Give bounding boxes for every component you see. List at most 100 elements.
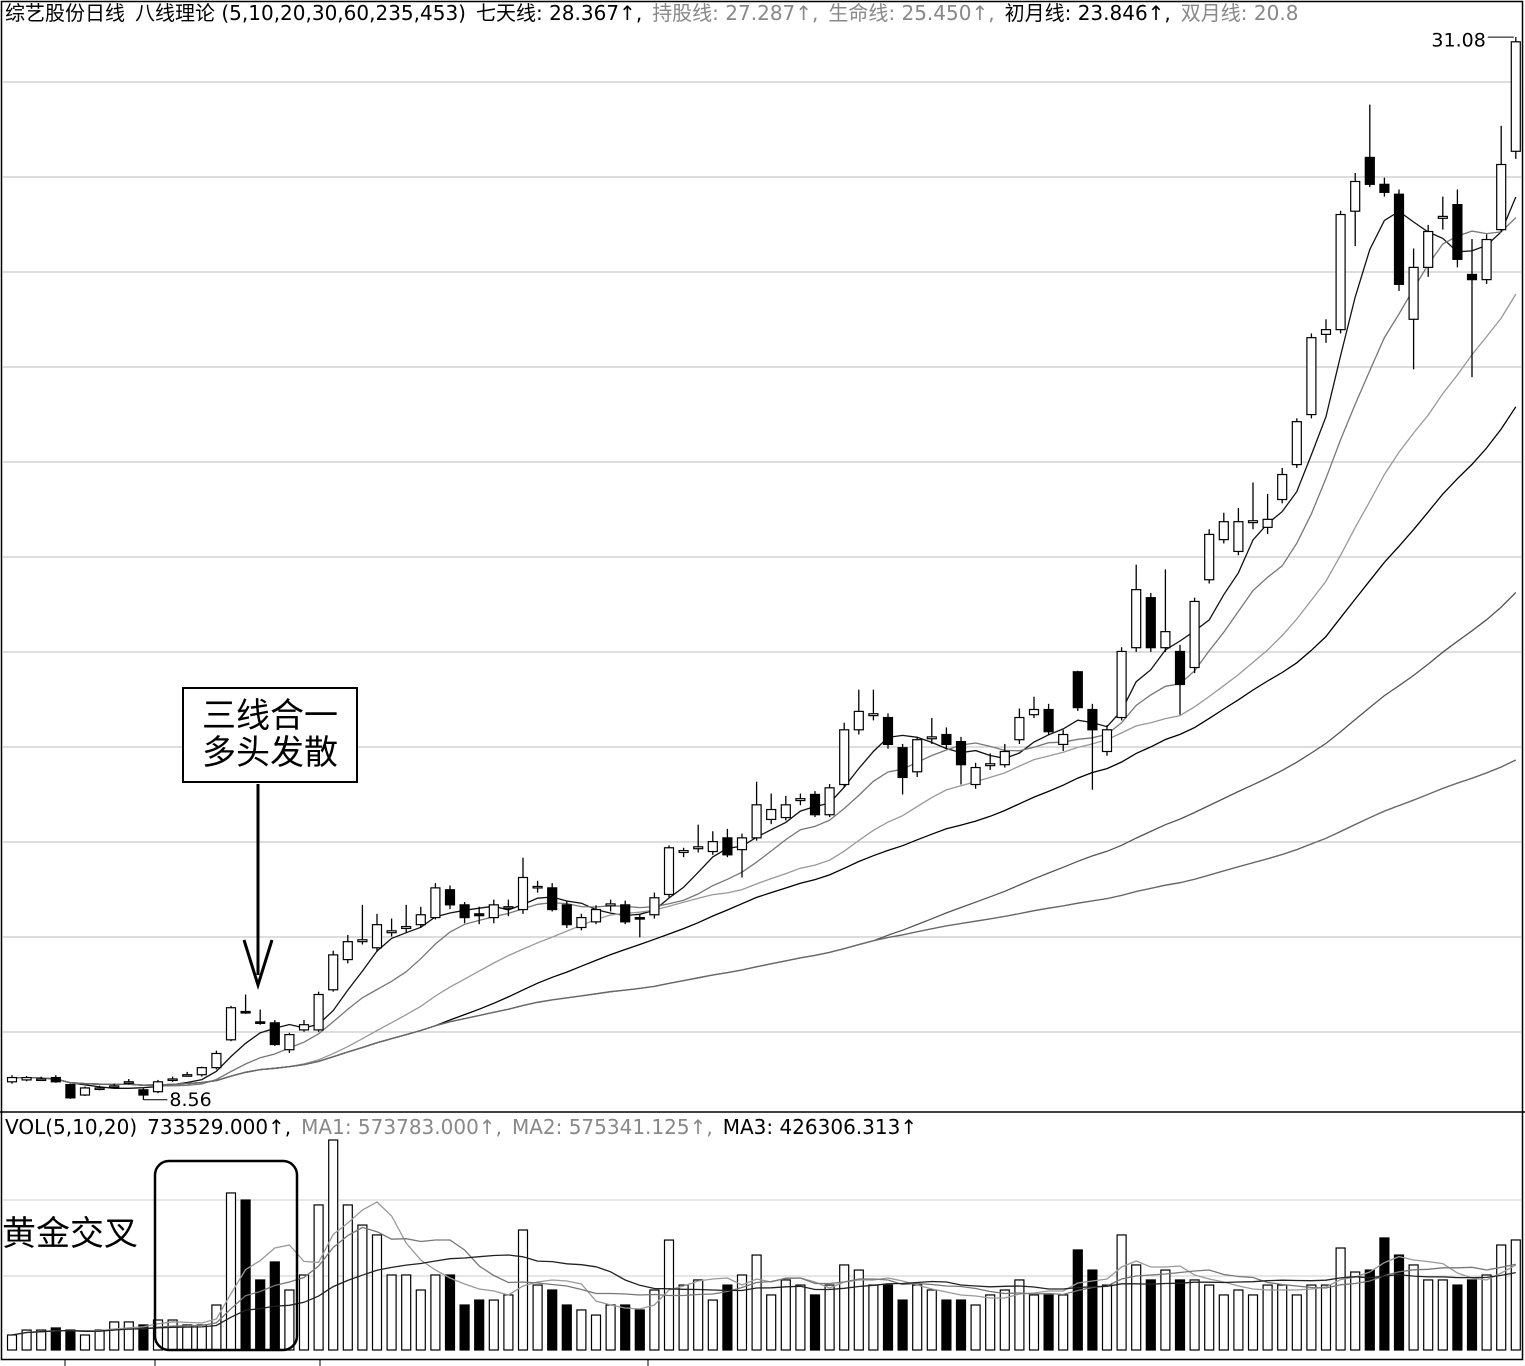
volume-bar [1101,1284,1113,1351]
volume-bar [1423,1279,1434,1351]
candle-body [1291,421,1302,466]
candle-body [415,914,426,926]
candle-body [1350,180,1361,212]
volume-bar [415,1289,426,1351]
volume-bar [561,1304,572,1351]
candle-body [795,798,806,802]
indicator-label: 733529.000↑, [147,1115,291,1139]
volume-bar [109,1321,120,1351]
volume-bar [955,1299,967,1351]
volume-bar [751,1254,762,1351]
volume-bar [824,1284,835,1351]
candle-body [284,1034,295,1051]
volume-title: VOL(5,10,20) [5,1115,137,1139]
volume-bar [1131,1264,1142,1351]
volume-bar [79,1334,91,1351]
volume-bar [1393,1254,1405,1351]
plot: 31.08 8.56 [6,30,1521,1351]
ma-line [11,1226,1516,1336]
highlight-box [153,1159,299,1352]
candle-body [6,1076,18,1083]
annotation: 多头发散 [202,733,338,773]
volume-bar [517,1229,529,1351]
volume-bar [313,1204,324,1351]
candle-body [1014,716,1025,741]
candle-body [94,1087,105,1091]
candle-body [255,1021,266,1024]
candle-body [1481,238,1492,281]
candle-body [985,763,996,767]
volume-bar [1014,1279,1025,1351]
arrow-head [242,939,274,991]
candle-body [1116,650,1127,719]
volume-bar [1247,1294,1259,1351]
volume-bar [386,1274,397,1351]
candle-body [459,904,470,919]
candle-body [1028,708,1040,716]
volume-bar [1262,1284,1273,1351]
candle-body [693,846,704,850]
candle-body [152,1081,164,1093]
candle-body [941,733,952,746]
volume-bar [430,1274,441,1351]
candle-body [926,736,937,740]
volume-bar [1320,1284,1332,1351]
ma-line [12,759,1517,1086]
volume-bar [941,1299,952,1351]
candle-body [1247,520,1259,524]
volume-bar [488,1299,499,1351]
candle-body [1466,273,1478,281]
candle-body [430,887,441,919]
candle-body [371,924,383,949]
volume-bar [284,1289,295,1351]
candle-body [1218,521,1229,541]
volume-bar [196,1324,207,1351]
volume-bar [795,1284,806,1351]
candle-body [79,1087,91,1096]
candle-body [167,1078,178,1082]
volume-bar [1379,1237,1390,1351]
volume-bar [474,1299,485,1351]
volume-bar [1408,1264,1419,1351]
volume-bar [152,1319,164,1351]
candle-body [1408,266,1419,320]
volume-bar [1145,1279,1156,1351]
candle-body [313,993,324,1031]
candle-body [182,1074,193,1077]
volume-bar [138,1324,149,1351]
volume-bar [357,1224,368,1351]
volume-bar [211,1304,222,1351]
volume-bar [6,1334,18,1351]
candle-body [138,1089,149,1096]
volume-bar [1510,1239,1521,1351]
volume-bar [766,1294,777,1351]
volume-bar [182,1324,193,1351]
volume-bar [21,1329,32,1351]
volume-bar [1437,1279,1448,1351]
candle-body [824,787,835,816]
candle-body [912,739,923,773]
candle-body [1306,337,1317,416]
candle-body [1393,193,1405,285]
candle-body [240,1010,251,1014]
candle-body [36,1078,47,1082]
volume-bar [707,1299,718,1351]
candle-body [1131,589,1142,649]
volume-bar [342,1204,353,1351]
candle-body [853,710,864,731]
volume-bar [1350,1271,1361,1351]
volume-bar [36,1329,47,1351]
volume-header: VOL(5,10,20) 733529.000↑, MA1: 573783.000↑… [5,1115,917,1139]
grid [2,81,1522,1366]
candle-body [547,887,558,911]
candle-body [1189,600,1200,669]
candle-body [328,954,339,991]
candle-body [1043,708,1054,733]
candle-body [357,939,368,943]
candle-body [809,793,821,816]
candle-body [1379,183,1390,193]
candle-body [736,837,748,851]
volume-bar [722,1284,733,1351]
volume-bar [1452,1284,1463,1351]
candle-body [620,904,631,923]
